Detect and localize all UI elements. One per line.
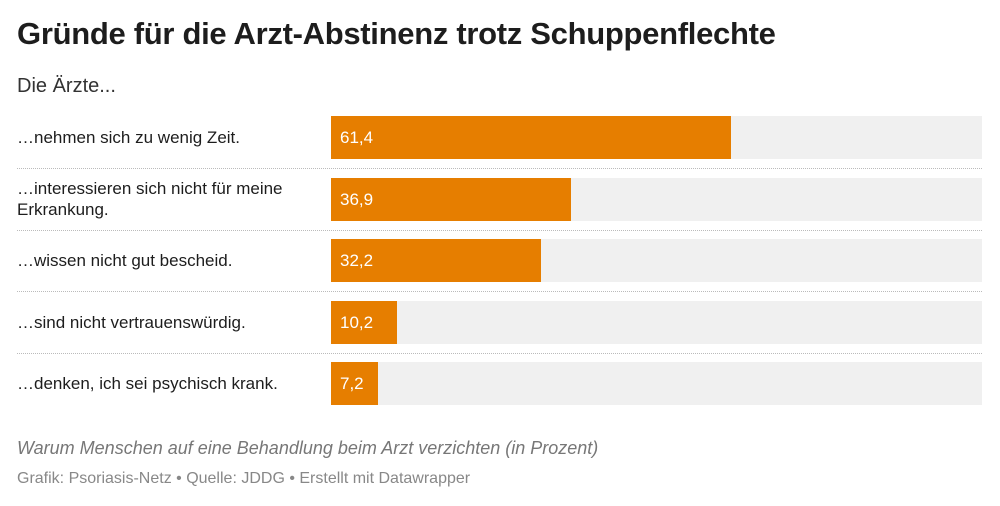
chart-note: Warum Menschen auf eine Behandlung beim … bbox=[17, 438, 599, 458]
chart-title: Gründe für die Arzt-Abstinenz trotz Schu… bbox=[17, 16, 776, 51]
chart-subtitle: Die Ärzte... bbox=[17, 75, 116, 97]
value-label: 7,2 bbox=[340, 374, 364, 393]
category-label: …nehmen sich zu wenig Zeit. bbox=[17, 128, 240, 147]
chart-footer: Grafik: Psoriasis-Netz • Quelle: JDDG • … bbox=[17, 470, 471, 487]
category-label: …sind nicht vertrauenswürdig. bbox=[17, 312, 246, 332]
bar bbox=[331, 362, 378, 405]
bar-background bbox=[331, 362, 982, 405]
row-separator bbox=[17, 168, 982, 169]
category-label: …denken, ich sei psychisch krank. bbox=[17, 374, 278, 393]
bar-row: …interessieren sich nicht für meine Erkr… bbox=[17, 177, 982, 240]
bar-row: …nehmen sich zu wenig Zeit. 61,4 bbox=[17, 116, 982, 178]
bar-row: …denken, ich sei psychisch krank. 7,2 bbox=[17, 362, 982, 424]
row-separator bbox=[17, 352, 982, 354]
row-separator bbox=[17, 291, 982, 292]
bar-background bbox=[331, 300, 982, 344]
value-label: 36,9 bbox=[340, 189, 374, 209]
value-label: 61,4 bbox=[340, 128, 374, 147]
bar-row: …wissen nicht gut bescheid. 32,2 bbox=[17, 239, 982, 301]
category-label: …wissen nicht gut bescheid. bbox=[17, 251, 233, 270]
value-label: 32,2 bbox=[340, 251, 374, 270]
value-label: 10,2 bbox=[340, 312, 374, 332]
bar bbox=[331, 177, 572, 221]
bar bbox=[331, 116, 731, 159]
bar bbox=[331, 300, 398, 344]
row-separator bbox=[17, 229, 982, 231]
category-label: …interessieren sich nicht für meine Erkr… bbox=[17, 179, 283, 219]
bar-row: …sind nicht vertrauenswürdig. 10,2 bbox=[17, 300, 982, 363]
bar bbox=[331, 239, 541, 282]
